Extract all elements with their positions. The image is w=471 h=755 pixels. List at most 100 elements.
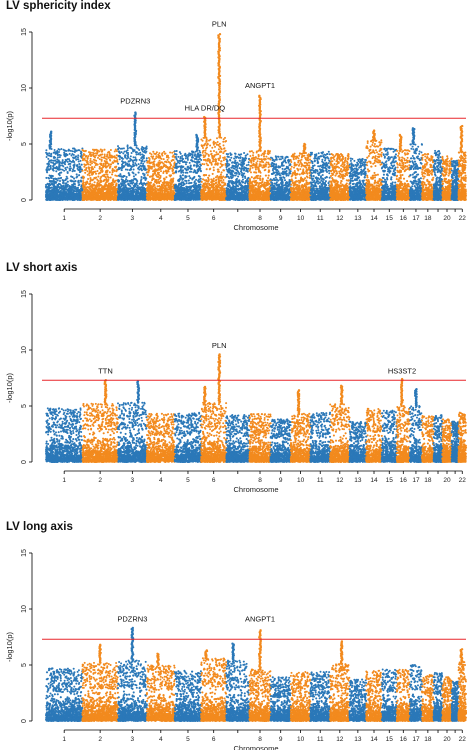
snp-point (89, 194, 91, 196)
snp-point (77, 187, 79, 189)
snp-point (96, 149, 98, 151)
snp-point (121, 148, 123, 150)
snp-point (161, 184, 163, 186)
snp-point (141, 197, 143, 199)
snp-point (110, 164, 112, 166)
snp-point (139, 188, 141, 190)
snp-point (219, 196, 221, 198)
snp-point (186, 186, 188, 188)
snp-point (89, 167, 91, 169)
snp-point (57, 194, 59, 196)
snp-point (81, 164, 83, 166)
snp-point (77, 154, 79, 156)
snp-point (169, 198, 171, 200)
snp-point (98, 173, 100, 175)
snp-point (94, 177, 96, 179)
snp-point (46, 169, 48, 171)
snp-point (180, 187, 182, 189)
snp-point (180, 176, 182, 178)
snp-point (197, 165, 199, 167)
snp-point (195, 196, 197, 198)
snp-point (106, 180, 108, 182)
snp-point (148, 162, 150, 164)
snp-point (217, 181, 219, 183)
snp-point (198, 153, 200, 155)
snp-point (189, 177, 191, 179)
snp-point (221, 171, 223, 173)
snp-point (57, 177, 59, 179)
snp-point (176, 158, 178, 160)
snp-point (215, 163, 217, 165)
snp-point (203, 150, 205, 152)
snp-point (74, 170, 76, 172)
snp-point (176, 150, 178, 152)
snp-point (53, 157, 55, 159)
snp-point (87, 174, 89, 176)
snp-point (83, 166, 85, 168)
snp-point (126, 176, 128, 178)
snp-point (165, 153, 167, 155)
snp-point (168, 157, 170, 159)
snp-point (138, 172, 140, 174)
snp-point (215, 179, 217, 181)
snp-point (166, 166, 168, 168)
snp-point (116, 150, 118, 152)
snp-point (92, 152, 94, 154)
snp-point (149, 176, 151, 178)
snp-point (195, 164, 197, 166)
snp-point (91, 195, 93, 197)
snp-point (168, 168, 170, 170)
snp-point (197, 155, 199, 157)
snp-point (69, 180, 71, 182)
snp-point (239, 160, 241, 162)
snp-point (49, 155, 51, 157)
snp-point (104, 179, 106, 181)
snp-point (127, 169, 129, 171)
snp-point (62, 159, 64, 161)
snp-point (182, 174, 184, 176)
snp-point (138, 163, 140, 165)
snp-point (164, 193, 166, 195)
snp-point (203, 163, 205, 165)
snp-point (45, 149, 47, 151)
snp-point (166, 198, 168, 200)
snp-point (180, 167, 182, 169)
snp-point (132, 160, 134, 162)
snp-point (95, 160, 97, 162)
snp-point (73, 178, 75, 180)
snp-point (72, 189, 74, 191)
snp-point (201, 191, 203, 193)
snp-point (127, 157, 129, 159)
snp-point (176, 167, 178, 169)
snp-point (141, 153, 143, 155)
snp-point (133, 195, 135, 197)
snp-point (93, 150, 95, 152)
snp-point (213, 150, 215, 152)
snp-point (166, 161, 168, 163)
snp-point (57, 156, 59, 158)
snp-point (223, 138, 225, 140)
snp-point (122, 179, 124, 181)
snp-point (121, 169, 123, 171)
snp-point (207, 164, 209, 166)
snp-point (53, 186, 55, 188)
snp-point (149, 160, 151, 162)
snp-point (158, 162, 160, 164)
snp-point (77, 196, 79, 198)
snp-point (217, 153, 219, 155)
snp-point (137, 184, 139, 186)
snp-point (195, 182, 197, 184)
snp-point (48, 177, 50, 179)
snp-point (185, 172, 187, 174)
snp-point (47, 183, 49, 185)
snp-point (87, 170, 89, 172)
snp-point (175, 170, 177, 172)
snp-point (52, 198, 54, 200)
snp-point (202, 152, 204, 154)
snp-point (97, 176, 99, 178)
snp-point (206, 139, 208, 141)
snp-point (75, 156, 77, 158)
snp-point (92, 192, 94, 194)
snp-point (60, 148, 62, 150)
snp-point (97, 170, 99, 172)
